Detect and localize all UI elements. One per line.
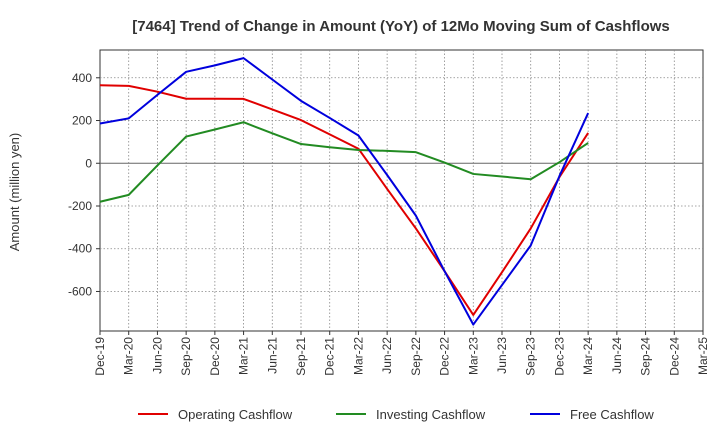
x-tick-label: Dec-24 [667,337,681,376]
x-tick-label: Sep-21 [294,337,308,376]
x-tick-label: Sep-24 [639,337,653,376]
x-tick-label: Jun-23 [495,337,509,374]
x-tick-label: Jun-22 [380,337,394,374]
x-tick-label: Dec-19 [93,337,107,376]
x-tick-label: Jun-20 [150,337,164,374]
x-tick-label: Sep-23 [524,337,538,376]
x-tick-label: Dec-23 [552,337,566,376]
y-tick-label: -200 [68,199,92,213]
x-tick-label: Jun-24 [610,337,624,374]
x-tick-label: Dec-22 [438,337,452,376]
y-tick-label: -400 [68,242,92,256]
y-tick-label: 400 [72,71,92,85]
legend-item-free-cashflow: Free Cashflow [530,407,654,422]
plot-area: -600 -400 -200 0 200 400 Dec-19 Mar-20 Jun-20 Sep… [68,49,710,376]
operating-cashflow-line [99,84,589,316]
x-tick-label: Mar-20 [122,337,136,375]
legend-label: Free Cashflow [570,407,654,422]
legend-label: Investing Cashflow [376,407,486,422]
x-tick-label: Mar-25 [696,337,710,375]
x-tick-label: Dec-21 [323,337,337,376]
chart-title: [7464] Trend of Change in Amount (YoY) o… [132,18,670,35]
plot-frame [99,49,704,332]
y-tick-label: 200 [72,114,92,128]
legend-item-investing-cashflow: Investing Cashflow [336,407,486,422]
x-tick-label: Sep-22 [409,337,423,376]
y-tick-label: 0 [85,156,92,170]
legend-item-operating-cashflow: Operating Cashflow [138,407,293,422]
investing-cashflow-line [99,121,589,203]
y-tick-label: -600 [68,284,92,298]
legend-label: Operating Cashflow [178,407,293,422]
x-tick-label: Mar-22 [351,337,365,375]
x-tick-label: Sep-20 [179,337,193,376]
legend: Operating Cashflow Investing Cashflow Free… [138,407,654,422]
y-axis-label: Amount (million yen) [7,133,22,252]
x-tick-label: Mar-24 [581,337,595,375]
free-cashflow-line [99,57,590,326]
x-tick-label: Dec-20 [208,337,222,376]
x-tick-label: Jun-21 [265,337,279,374]
x-tick-label: Mar-23 [466,337,480,375]
x-tick-label: Mar-21 [237,337,251,375]
